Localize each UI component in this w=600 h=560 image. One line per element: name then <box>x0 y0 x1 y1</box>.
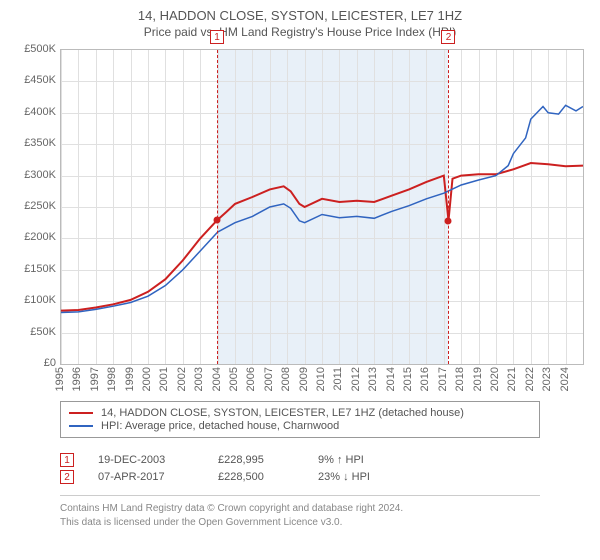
page-subtitle: Price paid vs. HM Land Registry's House … <box>16 25 584 39</box>
legend: 14, HADDON CLOSE, SYSTON, LEICESTER, LE7… <box>60 401 540 438</box>
event-row: 1 19-DEC-2003£228,9959% ↑ HPI <box>60 453 540 467</box>
page-title: 14, HADDON CLOSE, SYSTON, LEICESTER, LE7… <box>16 8 584 23</box>
x-axis-label: 1997 <box>89 367 101 391</box>
legend-row: HPI: Average price, detached house, Char… <box>69 420 531 432</box>
legend-swatch <box>69 412 93 414</box>
x-axis-label: 2001 <box>158 367 170 391</box>
series-property <box>61 163 583 311</box>
x-axis-label: 2024 <box>559 367 571 391</box>
y-axis-label: £350K <box>16 137 56 149</box>
x-axis-label: 1996 <box>71 367 83 391</box>
legend-swatch <box>69 425 93 427</box>
x-axis-label: 2007 <box>263 367 275 391</box>
x-axis-label: 2018 <box>454 367 466 391</box>
event-delta: 9% ↑ HPI <box>318 454 364 466</box>
y-axis-label: £250K <box>16 200 56 212</box>
y-axis-label: £450K <box>16 74 56 86</box>
x-axis-label: 2011 <box>332 367 344 391</box>
y-axis-label: £150K <box>16 263 56 275</box>
y-axis-label: £100K <box>16 294 56 306</box>
x-axis-label: 2020 <box>489 367 501 391</box>
x-axis-label: 2016 <box>419 367 431 391</box>
attribution-line1: Contains HM Land Registry data © Crown c… <box>60 502 584 516</box>
event-marker-label: 1 <box>210 30 224 44</box>
event-date: 19-DEC-2003 <box>98 454 218 466</box>
x-axis-label: 2023 <box>541 367 553 391</box>
event-marker-label: 2 <box>441 30 455 44</box>
event-date: 07-APR-2017 <box>98 471 218 483</box>
event-number-box: 2 <box>60 470 74 484</box>
x-axis-label: 1998 <box>106 367 118 391</box>
x-axis-label: 2017 <box>437 367 449 391</box>
attribution-line2: This data is licensed under the Open Gov… <box>60 516 584 530</box>
event-price: £228,995 <box>218 454 318 466</box>
chart-plot-area: 12 <box>60 49 584 365</box>
event-price: £228,500 <box>218 471 318 483</box>
x-axis-label: 2003 <box>193 367 205 391</box>
x-axis-label: 2004 <box>211 367 223 391</box>
x-axis-label: 2008 <box>280 367 292 391</box>
events-table: 1 19-DEC-2003£228,9959% ↑ HPI 2 07-APR-2017… <box>60 444 540 496</box>
x-axis-label: 2012 <box>350 367 362 391</box>
y-axis-label: £300K <box>16 169 56 181</box>
x-axis-label: 2002 <box>176 367 188 391</box>
y-axis-label: £200K <box>16 231 56 243</box>
y-axis-label: £0 <box>16 357 56 369</box>
x-axis-label: 2015 <box>402 367 414 391</box>
legend-label: 14, HADDON CLOSE, SYSTON, LEICESTER, LE7… <box>101 407 464 419</box>
x-axis-label: 2021 <box>506 367 518 391</box>
chart-lines <box>61 50 583 364</box>
x-axis-label: 2014 <box>385 367 397 391</box>
event-delta: 23% ↓ HPI <box>318 471 370 483</box>
legend-label: HPI: Average price, detached house, Char… <box>101 420 339 432</box>
x-axis-label: 2000 <box>141 367 153 391</box>
y-axis-label: £400K <box>16 106 56 118</box>
x-axis-label: 2009 <box>298 367 310 391</box>
x-axis-label: 2022 <box>524 367 536 391</box>
x-axis-label: 2005 <box>228 367 240 391</box>
y-axis-label: £50K <box>16 326 56 338</box>
x-axis-label: 2013 <box>367 367 379 391</box>
x-axis-label: 2006 <box>245 367 257 391</box>
legend-row: 14, HADDON CLOSE, SYSTON, LEICESTER, LE7… <box>69 407 531 419</box>
event-number-box: 1 <box>60 453 74 467</box>
attribution: Contains HM Land Registry data © Crown c… <box>60 502 584 530</box>
series-hpi <box>61 105 583 312</box>
x-axis-label: 1999 <box>124 367 136 391</box>
x-axis-label: 2010 <box>315 367 327 391</box>
x-axis-label: 2019 <box>472 367 484 391</box>
event-row: 2 07-APR-2017£228,50023% ↓ HPI <box>60 470 540 484</box>
x-axis-label: 1995 <box>54 367 66 391</box>
y-axis-label: £500K <box>16 43 56 55</box>
chart-container: £0 £50K £100K £150K £200K £250K £300K £350K £400… <box>16 45 584 395</box>
